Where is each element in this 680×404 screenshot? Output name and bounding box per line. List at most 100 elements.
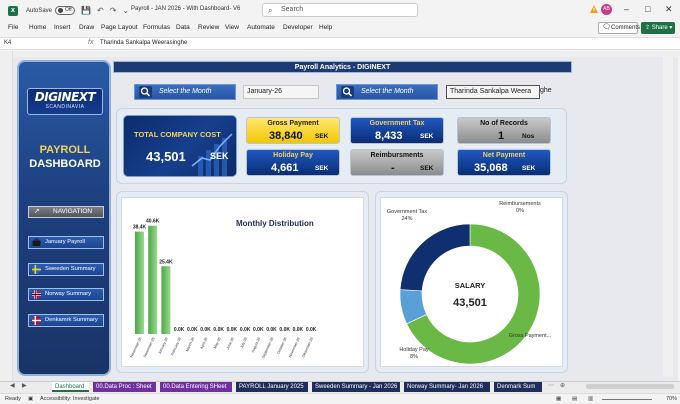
ribbon-menu: File Home Insert Draw Page Layout Formul… — [0, 21, 680, 36]
autosave-toggle[interactable]: Off — [55, 6, 76, 15]
share-button[interactable]: ⇪ Share ▾ — [641, 22, 675, 34]
status-bar: Ready ▣ Accessibility: Investigate ▦ ▤ ▥… — [0, 393, 680, 404]
x-tick-label: July-26 — [239, 337, 248, 349]
bar-data-label: 0.0K — [227, 327, 238, 333]
zoom-level[interactable]: 70% — [666, 396, 678, 402]
menu-page-layout[interactable]: Page Layout — [101, 24, 138, 31]
x-tick-label: April-26 — [200, 337, 209, 350]
briefcase-icon — [32, 238, 41, 246]
more-tabs-icon[interactable]: ⋯ — [548, 383, 554, 389]
page-break-icon[interactable]: ▥ — [588, 396, 594, 402]
menu-file[interactable]: File — [8, 24, 19, 31]
fx-icon[interactable]: fx — [88, 39, 94, 46]
comments-button[interactable]: 🗨 Comments — [598, 22, 640, 34]
accessibility-status[interactable]: Accessibility: Investigate — [40, 396, 100, 402]
menu-formulas[interactable]: Formulas — [143, 24, 171, 31]
menu-insert[interactable]: Insert — [54, 24, 71, 31]
x-tick-label: October-26 — [276, 337, 287, 355]
menu-automate[interactable]: Automate — [247, 24, 275, 31]
bar-data-label: 0.0K — [266, 327, 277, 333]
avatar[interactable]: AB — [601, 4, 612, 15]
redo-icon[interactable]: ↷ — [109, 6, 117, 15]
x-tick-label: December-26 — [301, 337, 314, 358]
x-tick-label: March-26 — [185, 337, 195, 352]
slice-label: Holiday Pay — [399, 347, 429, 353]
sidebar-item-january-payroll[interactable]: January Payroll — [28, 236, 104, 249]
tab-scroll-left[interactable]: ◀ — [10, 383, 15, 389]
menu-home[interactable]: Home — [29, 24, 47, 31]
tab-denmark-summary[interactable]: Denmark Sum — [494, 382, 542, 392]
gross-payment-card: Gross Payment 38,840 SEK — [246, 117, 340, 144]
customize-icon[interactable]: ⌄ — [122, 6, 130, 15]
name-box[interactable]: K4 — [4, 40, 12, 46]
sweden-flag-icon — [32, 265, 41, 274]
sidebar-item-denmark-summary[interactable]: Denkamrk Summary — [28, 314, 104, 327]
menu-review[interactable]: Review — [198, 24, 220, 31]
formula-input[interactable]: Tharinda Sankalpa Weerasinghe — [100, 40, 188, 46]
salary-donut-chart: SALARY 43,501 Gross Payment... Holiday Pay8… — [387, 201, 552, 365]
search-input[interactable]: ⌕ Search — [262, 3, 418, 17]
warning-icon[interactable] — [590, 5, 598, 13]
menu-developer[interactable]: Developer — [283, 24, 313, 31]
slice-label: 8% — [410, 354, 418, 360]
sidebar-item-norway-summary[interactable]: Norway Summary — [28, 288, 104, 301]
status-ready: Ready — [5, 396, 21, 402]
records-unit: Nos — [522, 133, 535, 140]
tab-norway-summary[interactable]: Norway Summary- Jan 2026 — [404, 382, 490, 392]
government-tax-card: Government Tax 8,433 SEK — [350, 117, 444, 144]
total-cost-currency: SEK — [210, 151, 229, 161]
slice-label: Government Tax — [387, 209, 428, 215]
add-sheet-icon[interactable]: ⊕ — [560, 383, 566, 389]
reimbursements-value: - — [391, 162, 395, 174]
government-tax-label: Government Tax — [369, 120, 425, 127]
page-layout-icon[interactable]: ▤ — [572, 396, 578, 402]
tab-data-entering-sheet[interactable]: 00.Data Entering SHeet — [160, 382, 232, 392]
bar-data-label: 0.0K — [200, 327, 211, 333]
sidebar-item-label: Denkamrk Summary — [45, 317, 98, 323]
restore-button[interactable]: □ — [645, 4, 651, 14]
macro-icon[interactable]: ▣ — [28, 396, 34, 402]
x-tick-label: August-26 — [251, 337, 262, 354]
employee-dropdown[interactable]: Tharinda Sankalpa Weera — [446, 85, 540, 99]
sidebar-item-sweden-summary[interactable]: Sweeden Summary — [28, 263, 104, 276]
select-month-button[interactable]: Select the Month — [134, 84, 236, 100]
navigation-header: ➚ NAVIGATION — [28, 206, 104, 218]
menu-data[interactable]: Data — [176, 24, 190, 31]
horizontal-scrollbar[interactable] — [586, 384, 674, 389]
tab-data-proc-sheet[interactable]: 00.Data Proc : Sheet — [93, 382, 156, 392]
search-icon — [139, 86, 152, 98]
undo-icon[interactable]: ↶ — [97, 6, 104, 15]
bar-January-26 — [161, 266, 171, 334]
slice-government-tax — [399, 223, 471, 292]
donut-center-value: 43,501 — [453, 297, 487, 309]
holiday-pay-currency: SEK — [315, 165, 329, 172]
search-placeholder: Search — [281, 6, 304, 13]
norway-flag-icon — [32, 290, 41, 299]
tab-scroll-right[interactable]: ▶ — [22, 383, 27, 389]
normal-view-icon[interactable]: ▦ — [556, 396, 562, 402]
tab-sweden-summary[interactable]: Sweeden Summary - Jan 2026 — [312, 382, 400, 392]
x-tick-label: September-26 — [261, 337, 274, 359]
select-employee-button[interactable]: Select the Month — [336, 84, 438, 100]
save-icon[interactable]: 💾 — [81, 6, 91, 15]
bar-data-label: 0.0K — [306, 327, 317, 333]
bar-data-label: 38.4K — [133, 225, 147, 231]
employee-name-overflow: ghe — [540, 87, 552, 94]
cursor-icon: ➚ — [34, 208, 40, 215]
menu-view[interactable]: View — [225, 24, 239, 31]
vertical-scrollbar[interactable] — [663, 57, 673, 377]
zoom-slider[interactable] — [602, 399, 652, 400]
sidebar-item-label: Norway Summary — [45, 291, 92, 297]
tab-payroll-january[interactable]: PAYROLL January 2025 — [236, 382, 308, 392]
tab-dashboard[interactable]: Dashboard — [52, 382, 89, 392]
minimize-button[interactable]: – — [624, 4, 630, 14]
menu-help[interactable]: Help — [319, 24, 333, 31]
bar-data-label: 0.0K — [213, 327, 224, 333]
month-dropdown[interactable]: January-26 — [243, 85, 319, 99]
menu-draw[interactable]: Draw — [79, 24, 95, 31]
share-label: Share — [651, 25, 668, 31]
donut-center-label: SALARY — [455, 281, 486, 290]
close-button[interactable]: ✕ — [665, 4, 673, 14]
x-tick-label: June-26 — [226, 337, 235, 350]
government-tax-currency: SEK — [420, 133, 434, 140]
